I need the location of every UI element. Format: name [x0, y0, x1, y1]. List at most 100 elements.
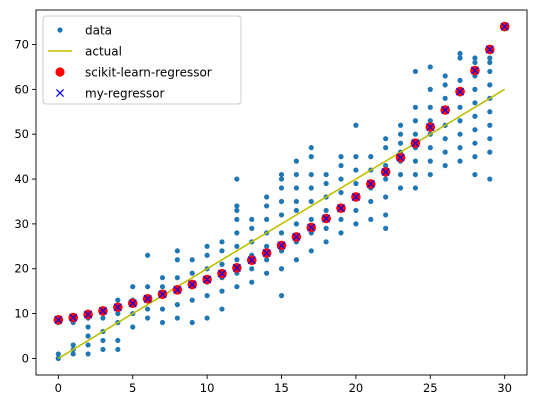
data-point [234, 207, 240, 214]
series-my-regressor [54, 22, 509, 324]
my-regressor-prediction-point [292, 232, 301, 241]
data-point [234, 230, 240, 236]
y-tick-label: 40 [14, 172, 29, 186]
data-point [323, 180, 329, 187]
data-point [487, 68, 493, 75]
data-point [219, 306, 225, 312]
data-point [457, 104, 463, 110]
x-tick-label: 10 [200, 381, 215, 395]
data-point [204, 243, 210, 249]
data-point [383, 162, 389, 169]
data-point [412, 68, 419, 75]
data-point [234, 243, 240, 249]
legend-label: my-regressor [85, 87, 164, 101]
my-regressor-prediction-point [232, 263, 241, 272]
data-point [427, 145, 433, 151]
data-point [472, 171, 478, 178]
data-point [397, 122, 404, 128]
data-point [189, 270, 195, 276]
x-tick-label: 15 [274, 381, 289, 395]
data-point [368, 216, 374, 223]
data-point [278, 198, 285, 205]
data-point [338, 216, 344, 223]
data-point [115, 337, 121, 344]
data-point [427, 104, 433, 110]
data-point [457, 118, 463, 124]
data-point [412, 131, 419, 137]
x-tick-label: 20 [349, 381, 364, 395]
data-point [353, 167, 359, 173]
data-point [264, 257, 270, 263]
my-regressor-prediction-point [262, 249, 271, 258]
data-point [442, 95, 448, 101]
data-point [174, 257, 180, 263]
data-point [457, 50, 463, 57]
data-point [472, 154, 478, 160]
data-point [278, 212, 285, 218]
data-point [338, 230, 344, 236]
data-point [85, 342, 91, 348]
data-point [70, 342, 76, 348]
my-regressor-prediction-point [307, 223, 316, 232]
data-point [338, 154, 344, 160]
data-point [144, 306, 151, 312]
data-point [219, 248, 225, 254]
data-point [85, 351, 91, 357]
my-regressor-prediction-point [84, 310, 93, 319]
legend-marker-data [57, 27, 63, 33]
data-point [487, 149, 493, 155]
my-regressor-prediction-point [351, 192, 360, 202]
data-point [204, 315, 210, 321]
data-point [487, 59, 493, 66]
y-tick-label: 30 [14, 217, 29, 231]
data-point [442, 149, 448, 155]
data-point [442, 136, 448, 142]
my-regressor-prediction-point [381, 167, 390, 176]
legend-label: scikit-learn-regressor [85, 66, 212, 80]
my-regressor-prediction-point [500, 22, 509, 31]
my-regressor-prediction-point [158, 290, 167, 299]
data-point [55, 351, 61, 357]
data-point [159, 275, 166, 281]
my-regressor-prediction-point [69, 313, 78, 322]
data-point [457, 77, 463, 83]
x-tick-label: 5 [129, 381, 136, 395]
my-regressor-prediction-point [485, 45, 494, 54]
data-point [130, 284, 136, 290]
series-actual [57, 88, 506, 360]
data-point [308, 154, 314, 160]
data-point [249, 266, 255, 272]
data-point [174, 302, 180, 308]
data-point [130, 324, 136, 330]
y-tick-label: 70 [14, 38, 29, 52]
data-point [293, 198, 299, 205]
my-regressor-prediction-point [426, 123, 435, 132]
my-regressor-prediction-point [173, 285, 182, 294]
my-regressor-prediction-point [188, 280, 197, 289]
my-regressor-prediction-point [54, 315, 63, 324]
data-point [85, 324, 91, 330]
data-point [249, 216, 255, 223]
data-point [159, 284, 166, 290]
data-point [323, 171, 329, 178]
data-point [278, 266, 285, 272]
data-point [219, 261, 225, 267]
data-point [457, 131, 463, 137]
legend: data actual scikit-learn-regressor my-regre… [42, 15, 242, 105]
data-point [412, 118, 419, 124]
data-point [189, 319, 195, 326]
legend-label: actual [85, 45, 122, 59]
data-point [323, 225, 329, 231]
data-point [472, 86, 478, 92]
data-point [412, 185, 419, 191]
data-point [144, 252, 151, 258]
data-point [278, 293, 285, 299]
data-point [85, 333, 91, 339]
legend-box [42, 15, 242, 105]
y-tick-label: 60 [14, 82, 29, 96]
data-point [249, 225, 255, 231]
data-point [100, 337, 106, 344]
my-regressor-prediction-point [113, 303, 122, 312]
data-point [174, 315, 180, 321]
